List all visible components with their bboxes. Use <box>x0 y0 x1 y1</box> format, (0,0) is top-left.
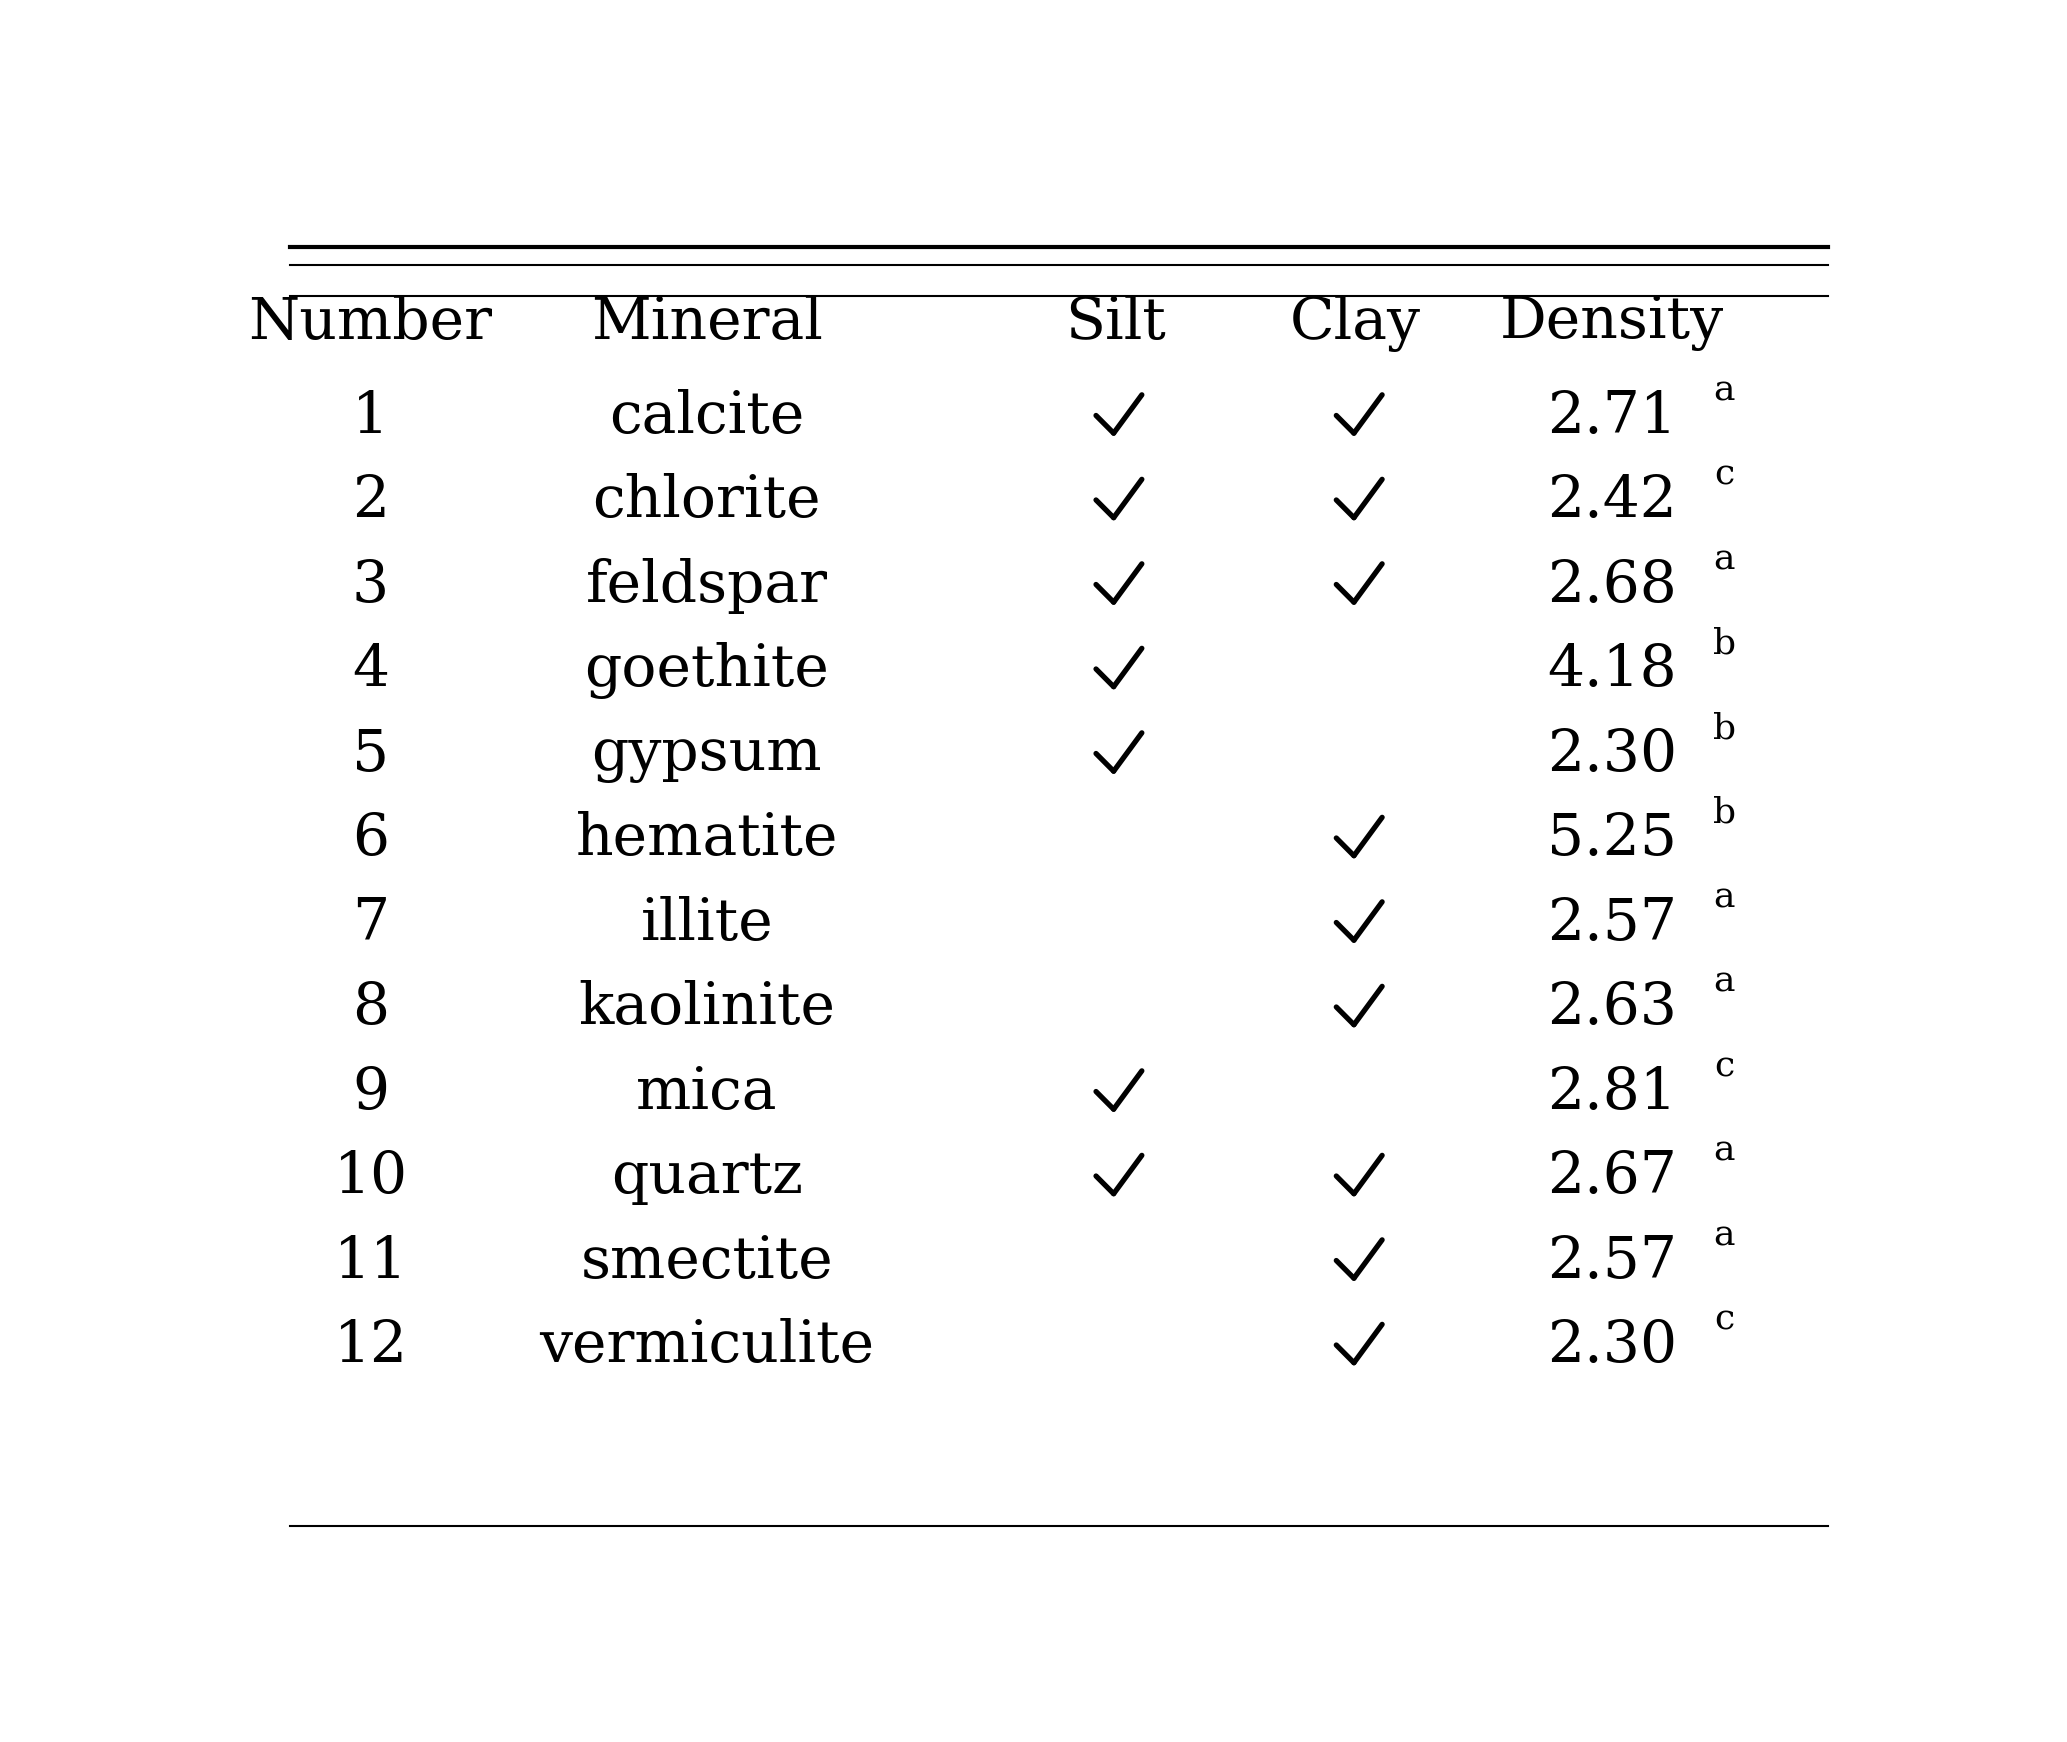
Text: feldspar: feldspar <box>585 557 829 613</box>
Text: b: b <box>1714 711 1736 746</box>
Text: 8: 8 <box>351 981 389 1036</box>
Text: 2.30: 2.30 <box>1546 1319 1676 1374</box>
Text: a: a <box>1714 1218 1734 1252</box>
Text: 9: 9 <box>351 1064 389 1122</box>
Text: 12: 12 <box>333 1319 407 1374</box>
Text: 2.57: 2.57 <box>1546 1233 1676 1291</box>
Text: a: a <box>1714 965 1734 998</box>
Text: kaolinite: kaolinite <box>579 981 835 1036</box>
Text: 2.81: 2.81 <box>1546 1064 1676 1122</box>
Text: 2.42: 2.42 <box>1546 474 1676 530</box>
Text: 1: 1 <box>351 388 389 444</box>
Text: 10: 10 <box>333 1150 407 1205</box>
Text: 2.57: 2.57 <box>1546 895 1676 951</box>
Text: a: a <box>1714 542 1734 577</box>
Text: 2.67: 2.67 <box>1546 1150 1676 1205</box>
Text: c: c <box>1714 458 1734 491</box>
Text: 2.68: 2.68 <box>1546 557 1676 613</box>
Text: a: a <box>1714 880 1734 915</box>
Text: 5: 5 <box>351 726 389 782</box>
Text: 2: 2 <box>351 474 389 530</box>
Text: 11: 11 <box>333 1233 407 1291</box>
Text: 4.18: 4.18 <box>1548 643 1676 699</box>
Text: chlorite: chlorite <box>593 474 821 530</box>
Text: 2.63: 2.63 <box>1546 981 1676 1036</box>
Text: 2.30: 2.30 <box>1546 726 1676 782</box>
Text: Density: Density <box>1501 294 1724 352</box>
Text: c: c <box>1714 1049 1734 1084</box>
Text: hematite: hematite <box>577 812 837 868</box>
Text: b: b <box>1714 796 1736 829</box>
Text: b: b <box>1714 627 1736 660</box>
Text: calcite: calcite <box>610 388 804 444</box>
Text: 3: 3 <box>351 557 389 613</box>
Text: Number: Number <box>248 294 492 352</box>
Text: 7: 7 <box>351 895 389 951</box>
Text: vermiculite: vermiculite <box>539 1319 874 1374</box>
Text: smectite: smectite <box>581 1233 833 1291</box>
Text: Clay: Clay <box>1290 294 1422 352</box>
Text: 4: 4 <box>351 643 389 699</box>
Text: c: c <box>1714 1303 1734 1336</box>
Text: a: a <box>1714 373 1734 408</box>
Text: illite: illite <box>641 895 773 951</box>
Text: Silt: Silt <box>1065 294 1166 352</box>
Text: a: a <box>1714 1134 1734 1167</box>
Text: goethite: goethite <box>585 643 829 699</box>
Text: Mineral: Mineral <box>591 294 823 352</box>
Text: 2.71: 2.71 <box>1546 388 1676 444</box>
Text: gypsum: gypsum <box>591 726 823 782</box>
Text: 6: 6 <box>351 812 389 868</box>
Text: mica: mica <box>637 1064 777 1122</box>
Text: quartz: quartz <box>612 1150 802 1205</box>
Text: 5.25: 5.25 <box>1546 812 1676 868</box>
